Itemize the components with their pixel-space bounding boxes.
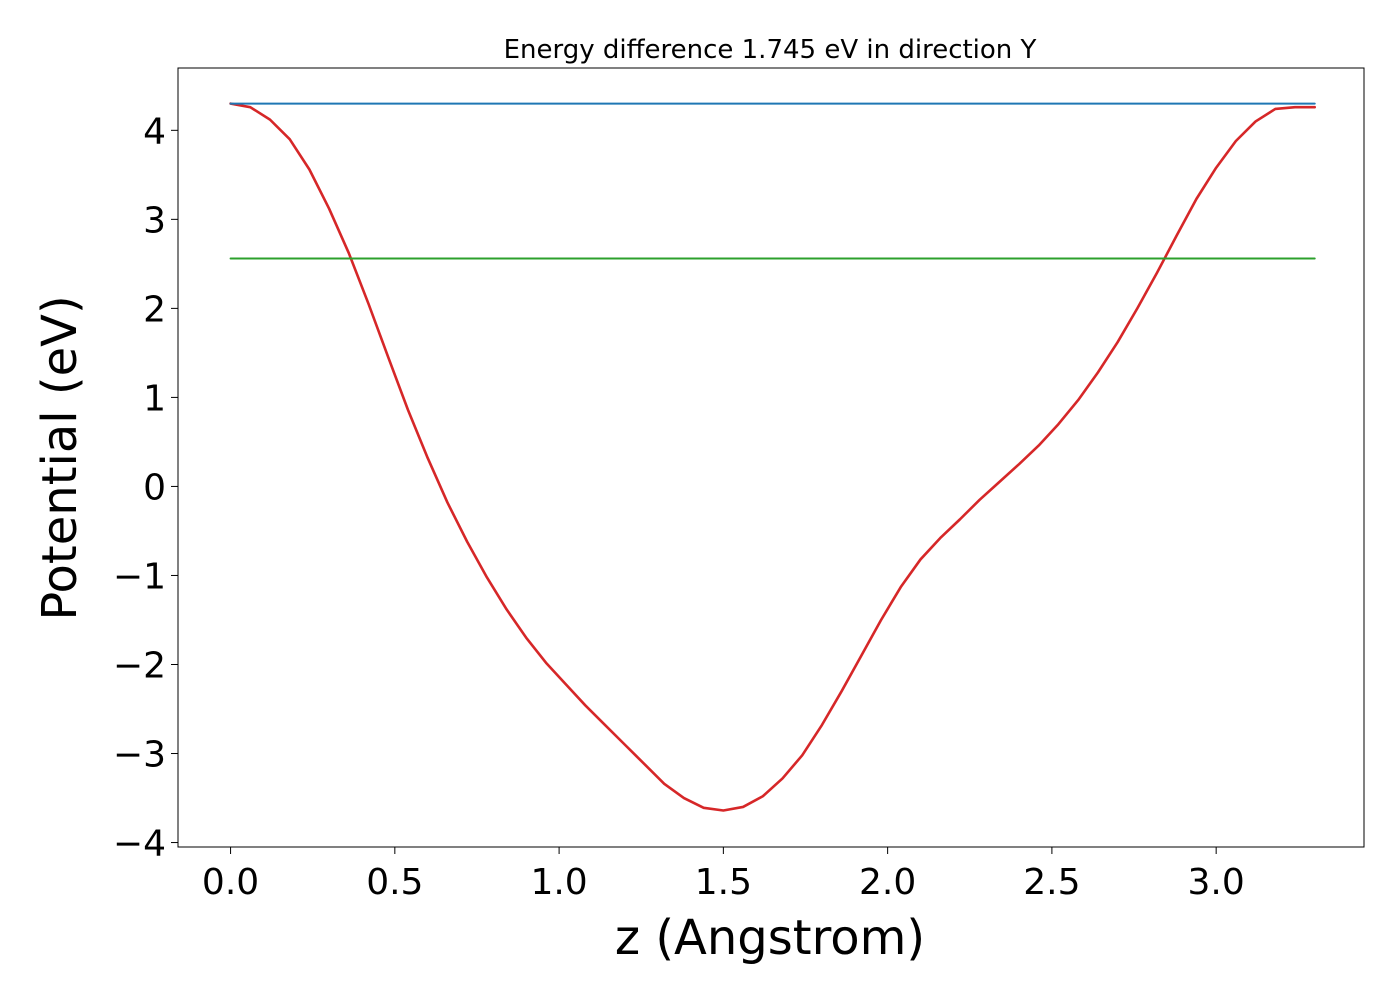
x-tick-label-1: 0.5 <box>366 862 423 903</box>
x-tick-label-2: 1.0 <box>530 862 587 903</box>
y-tick-label-8: 4 <box>143 111 166 152</box>
y-tick-label-6: 2 <box>143 289 166 330</box>
y-axis-label: Potential (eV) <box>32 295 88 620</box>
x-tick-label-5: 2.5 <box>1023 862 1080 903</box>
y-tick-label-4: 0 <box>143 467 166 508</box>
y-tick-label-5: 1 <box>143 378 166 419</box>
y-tick-label-7: 3 <box>143 200 166 241</box>
y-tick-label-3: −1 <box>113 556 166 597</box>
x-tick-label-0: 0.0 <box>202 862 259 903</box>
x-tick-label-6: 3.0 <box>1188 862 1245 903</box>
x-axis-label: z (Angstrom) <box>615 910 925 966</box>
x-tick-label-3: 1.5 <box>695 862 752 903</box>
x-tick-label-4: 2.0 <box>859 862 916 903</box>
y-tick-label-2: −2 <box>113 645 166 686</box>
series-line-0 <box>229 102 1317 812</box>
y-tick-label-1: −3 <box>113 735 166 776</box>
plot-frame <box>177 67 1365 848</box>
y-tick-label-0: −4 <box>113 824 166 865</box>
chart-title: Energy difference 1.745 eV in direction … <box>504 35 1037 65</box>
